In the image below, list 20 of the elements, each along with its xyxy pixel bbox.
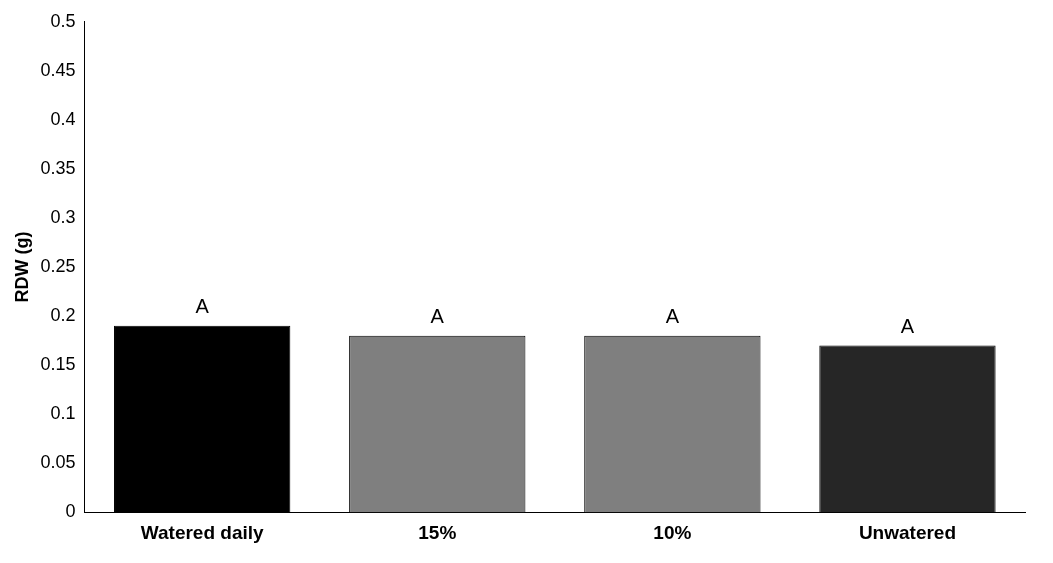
annotation: A <box>900 314 915 337</box>
y-tick-label: 0.25 <box>40 255 76 276</box>
y-tick-label: 0.35 <box>40 157 76 178</box>
x-tick-label: 15% <box>418 521 457 543</box>
x-tick-label: Watered daily <box>140 521 265 543</box>
annotation: A <box>430 305 445 328</box>
annotation: A <box>665 305 680 328</box>
y-tick-label: 0.45 <box>40 59 76 80</box>
y-tick-label: 0.5 <box>50 10 76 31</box>
y-tick-label: 0.2 <box>50 305 76 326</box>
y-tick-label: 0 <box>65 501 76 522</box>
y-axis-title: RDW (g) <box>11 231 32 303</box>
y-tick-label: 0.4 <box>50 108 76 129</box>
y-tick-label: 0.1 <box>50 403 76 424</box>
y-tick-label: 0.3 <box>50 206 76 227</box>
y-tick-label: 0.05 <box>40 452 76 473</box>
x-tick-label: 10% <box>653 521 692 543</box>
y-tick-label: 0.15 <box>40 354 76 375</box>
x-tick-label: Unwatered <box>858 521 957 543</box>
annotation: A <box>195 295 210 318</box>
